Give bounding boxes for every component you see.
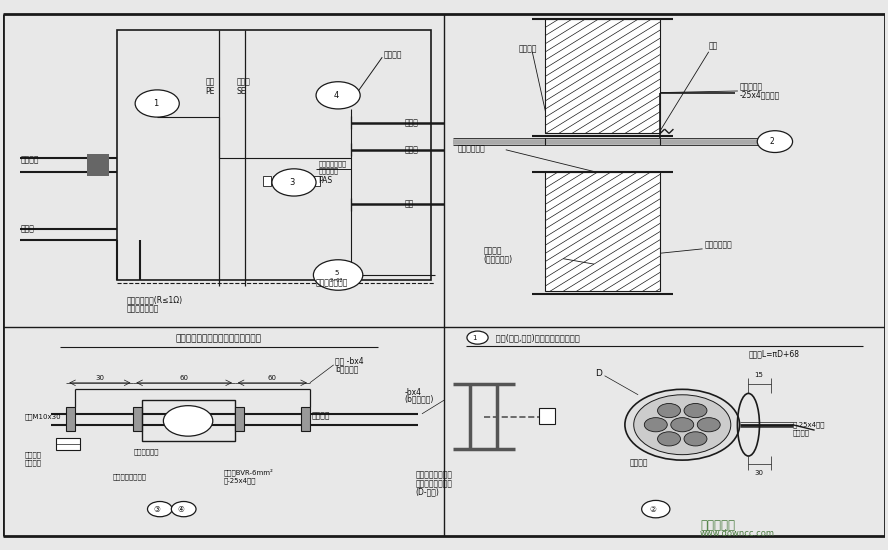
Text: 1: 1 — [153, 99, 158, 108]
Bar — [117, 30, 431, 280]
Text: (b由设计定): (b由设计定) — [404, 395, 433, 404]
Circle shape — [697, 417, 720, 432]
Text: (D-直径): (D-直径) — [416, 487, 440, 496]
Text: 跨接线BVR-6mm²: 跨接线BVR-6mm² — [224, 469, 274, 476]
Text: 或-25x4扁钢: 或-25x4扁钢 — [224, 477, 256, 484]
Text: 60: 60 — [267, 376, 276, 382]
Text: 抱箍 -bx4: 抱箍 -bx4 — [336, 356, 364, 366]
Text: 螺栓M10x30: 螺栓M10x30 — [25, 413, 61, 420]
Text: 接地连接线: 接地连接线 — [740, 82, 763, 92]
Text: ②: ② — [650, 504, 656, 514]
Bar — [133, 407, 142, 431]
Text: 5: 5 — [334, 271, 338, 276]
Bar — [87, 154, 108, 176]
Text: 电话: 电话 — [206, 77, 215, 86]
Bar — [302, 176, 310, 186]
Text: 端子板连接: 端子板连接 — [319, 167, 338, 174]
Text: 金属铠装电缆外皮: 金属铠装电缆外皮 — [416, 471, 453, 480]
Text: SE: SE — [236, 87, 246, 96]
Text: 30: 30 — [755, 470, 764, 476]
Bar — [263, 176, 271, 186]
Circle shape — [657, 404, 680, 417]
Bar — [234, 407, 243, 431]
Circle shape — [642, 500, 670, 518]
Text: 计量表计: 计量表计 — [384, 50, 402, 59]
Text: 共用接地装置(R≤1Ω): 共用接地装置(R≤1Ω) — [126, 295, 182, 304]
Bar — [282, 176, 290, 186]
Text: 30: 30 — [95, 376, 105, 382]
Circle shape — [135, 90, 179, 117]
Text: 各种管线防雷等电位连接平面示意图: 各种管线防雷等电位连接平面示意图 — [176, 335, 262, 344]
Text: 给水管: 给水管 — [404, 118, 418, 127]
Bar — [312, 176, 320, 186]
Text: 电缆(电力,信号)进户等电位连接做法: 电缆(电力,信号)进户等电位连接做法 — [493, 333, 579, 342]
Text: 1: 1 — [472, 334, 477, 340]
Text: 15: 15 — [755, 372, 764, 378]
Bar — [67, 407, 75, 431]
Circle shape — [467, 331, 488, 344]
Circle shape — [645, 417, 667, 432]
Circle shape — [757, 131, 793, 152]
Text: 计算机: 计算机 — [236, 77, 250, 86]
Bar — [292, 176, 300, 186]
Text: 绿色资源网: 绿色资源网 — [700, 519, 735, 532]
Text: 金属铠装电缆: 金属铠装电缆 — [457, 144, 485, 153]
Text: 电缆芯线: 电缆芯线 — [630, 458, 648, 468]
Text: 或-25x4扁钢: 或-25x4扁钢 — [793, 421, 825, 428]
Text: 浪涌过电压防护器: 浪涌过电压防护器 — [113, 473, 147, 480]
Bar — [142, 400, 234, 441]
Text: 3: 3 — [289, 178, 295, 187]
Circle shape — [657, 432, 680, 446]
Text: 接线鼻子: 接线鼻子 — [793, 430, 810, 436]
Bar — [301, 407, 310, 431]
Circle shape — [670, 417, 694, 432]
Bar — [273, 176, 281, 186]
Circle shape — [147, 502, 172, 517]
Circle shape — [684, 432, 707, 446]
Circle shape — [684, 404, 707, 417]
Text: -25x4镀锌扁钢: -25x4镀锌扁钢 — [740, 91, 780, 100]
Text: 由设计定: 由设计定 — [25, 460, 42, 466]
Circle shape — [171, 502, 196, 517]
Circle shape — [272, 169, 316, 196]
Bar — [539, 409, 555, 424]
Text: PAS: PAS — [319, 176, 333, 185]
Circle shape — [163, 406, 213, 436]
Circle shape — [634, 395, 731, 455]
Text: D: D — [595, 368, 602, 377]
Text: 60: 60 — [179, 376, 188, 382]
Bar — [56, 438, 81, 450]
Bar — [545, 19, 660, 134]
Text: 圆抱箍L=πD+68: 圆抱箍L=πD+68 — [749, 349, 799, 359]
Text: 建筑物内部钢筋: 建筑物内部钢筋 — [316, 279, 348, 288]
Text: 2~02: 2~02 — [329, 278, 343, 283]
Text: -bx4: -bx4 — [404, 388, 421, 397]
Bar — [545, 172, 660, 292]
Text: PE: PE — [206, 87, 215, 96]
Text: (由工程选定): (由工程选定) — [484, 254, 513, 263]
Circle shape — [316, 82, 361, 109]
Text: 燃气管: 燃气管 — [404, 145, 418, 155]
Text: 计量表或阀门: 计量表或阀门 — [133, 449, 159, 455]
Text: 4: 4 — [334, 91, 339, 100]
Text: b由设计定: b由设计定 — [336, 364, 359, 373]
Text: 或小直径金属管道: 或小直径金属管道 — [416, 479, 453, 488]
Text: 可利用基础钢筋: 可利用基础钢筋 — [126, 305, 159, 314]
Circle shape — [625, 389, 740, 460]
Text: 油管: 油管 — [404, 200, 414, 208]
Text: 电力电缆: 电力电缆 — [20, 155, 39, 164]
Text: ③: ③ — [154, 504, 161, 514]
Text: 焊接: 焊接 — [709, 42, 718, 51]
Text: 内填防水油膏: 内填防水油膏 — [704, 240, 732, 250]
Circle shape — [313, 260, 363, 290]
Text: www.downcc.com: www.downcc.com — [700, 529, 775, 538]
Text: ④: ④ — [178, 504, 185, 514]
Text: 预埋套管: 预埋套管 — [519, 45, 537, 53]
Text: 2: 2 — [770, 137, 774, 146]
Text: 金属管道: 金属管道 — [312, 411, 330, 420]
Text: 焊接或通过接地: 焊接或通过接地 — [319, 160, 346, 167]
Text: 接线鼻子: 接线鼻子 — [25, 452, 42, 458]
Text: 下水管: 下水管 — [20, 224, 35, 233]
Text: 预埋钢板: 预埋钢板 — [484, 246, 503, 255]
